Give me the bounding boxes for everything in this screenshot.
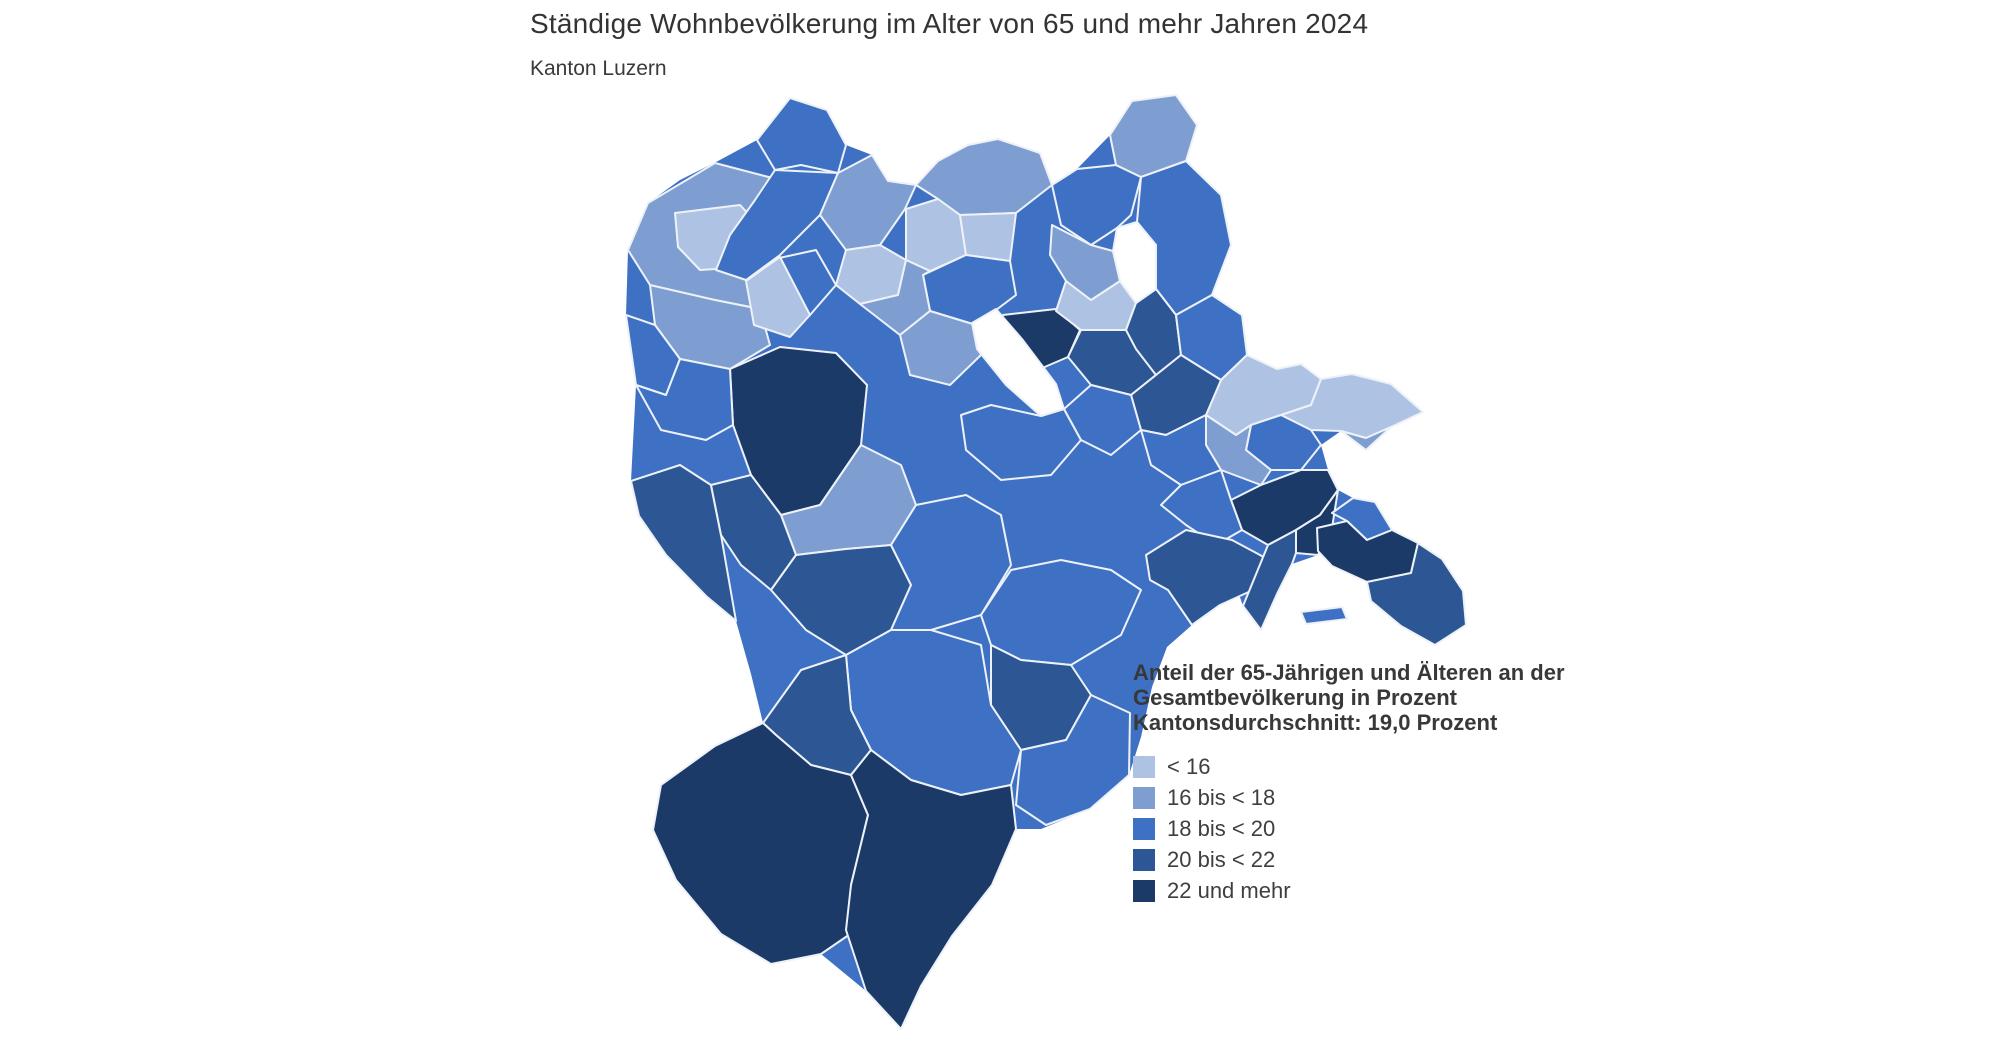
municipality-region [1366, 542, 1467, 646]
legend-label: 18 bis < 20 [1167, 815, 1276, 841]
legend-swatch [1133, 786, 1155, 809]
legend-title-line: Anteil der 65-Jährigen und Älteren an de… [1133, 660, 1565, 685]
municipality-region [959, 212, 1017, 262]
legend-swatch [1133, 755, 1155, 778]
municipality-region [845, 749, 1017, 1030]
legend-label: 22 und mehr [1167, 877, 1291, 903]
legend-swatch [1133, 848, 1155, 871]
choropleth-map-kanton-luzern [620, 85, 1500, 1055]
municipality-region [630, 464, 737, 622]
legend-row: 22 und mehr [1133, 875, 1553, 906]
legend-row: 16 bis < 18 [1133, 782, 1553, 813]
municipality-region [756, 97, 847, 174]
municipality-region [1242, 529, 1297, 631]
legend-title: Anteil der 65-Jährigen und Älteren an de… [1133, 660, 1565, 735]
municipality-region [1015, 694, 1131, 826]
legend-label: 20 bis < 22 [1167, 846, 1276, 872]
legend-items: < 16 16 bis < 18 18 bis < 20 20 bis < 22… [1133, 751, 1553, 906]
legend-title-line: Kantonsdurchschnitt: 19,0 Prozent [1133, 710, 1498, 735]
page-title: Ständige Wohnbevölkerung im Alter von 65… [530, 8, 1369, 39]
legend-label: < 16 [1167, 753, 1211, 779]
map-legend: Anteil der 65-Jährigen und Älteren an de… [1133, 660, 1565, 906]
municipality-region [745, 256, 811, 338]
municipality-region [1140, 414, 1222, 486]
legend-swatch [1133, 879, 1155, 902]
municipality-region [635, 358, 734, 441]
municipality-region [1300, 606, 1348, 625]
municipality-region [1051, 164, 1142, 246]
municipality-region [890, 494, 1012, 631]
page-subtitle: Kanton Luzern [530, 57, 667, 80]
legend-label: 16 bis < 18 [1167, 784, 1276, 810]
municipality-region [1109, 94, 1198, 178]
legend-title-line: Gesamtbevölkerung in Prozent [1133, 685, 1457, 710]
municipality-region [1280, 373, 1424, 439]
municipality-region [1063, 384, 1142, 456]
legend-row: 20 bis < 22 [1133, 844, 1553, 875]
lake-baldeggersee [1112, 221, 1157, 304]
map-svg [625, 94, 1467, 1030]
municipality-region [1340, 426, 1392, 451]
lake-sempachersee [971, 308, 1065, 417]
legend-row: < 16 [1133, 751, 1553, 782]
legend-swatch [1133, 817, 1155, 840]
legend-row: 18 bis < 20 [1133, 813, 1553, 844]
municipality-region [1049, 224, 1121, 301]
municipality-region [1160, 469, 1243, 546]
